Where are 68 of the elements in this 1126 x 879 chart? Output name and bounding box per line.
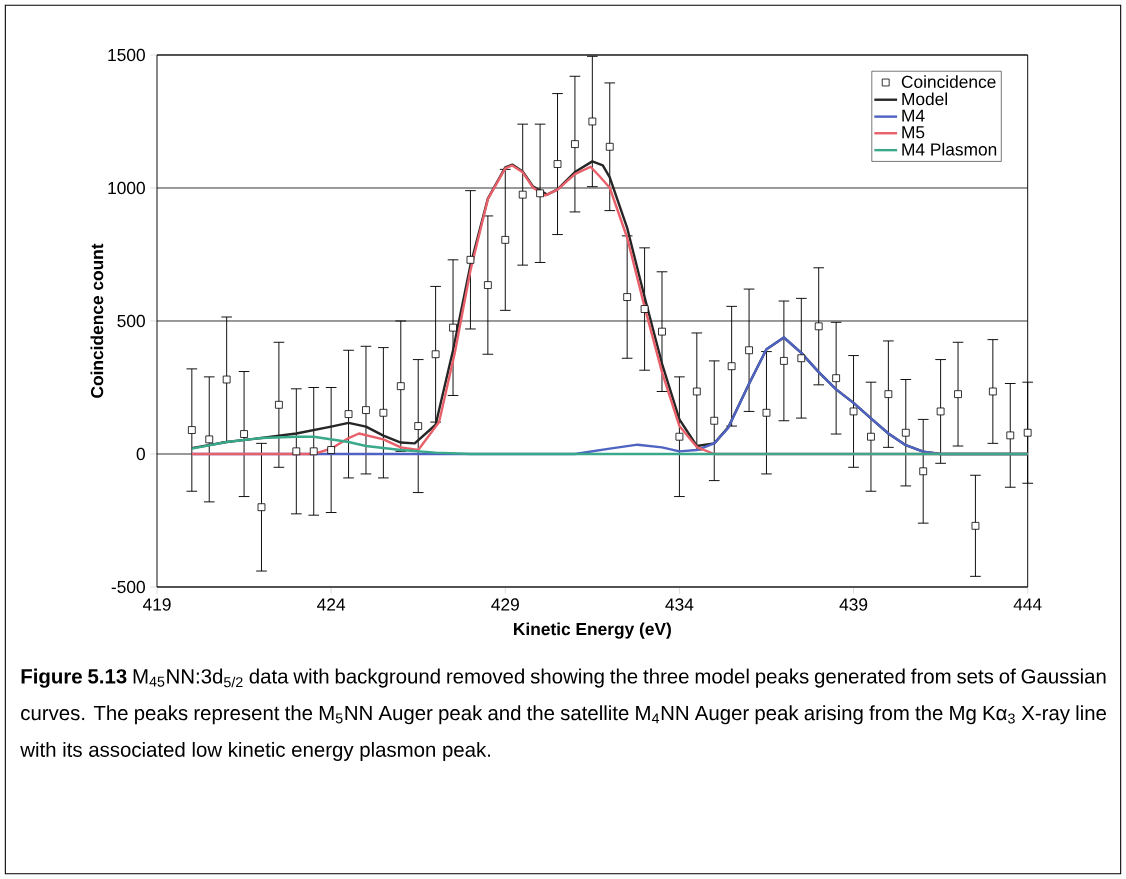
point — [849, 407, 858, 416]
point — [571, 140, 579, 148]
point — [640, 305, 649, 313]
point — [797, 354, 806, 363]
x-tick-label: 429 — [491, 598, 519, 611]
point — [379, 408, 388, 417]
point — [780, 357, 788, 365]
x-tick-label: 434 — [665, 598, 694, 611]
point — [588, 117, 597, 126]
point — [692, 387, 701, 396]
point — [901, 428, 910, 437]
point — [832, 374, 840, 383]
point — [988, 387, 997, 396]
point — [1006, 431, 1015, 440]
y-axis-title: Coincidence count — [90, 243, 104, 398]
legend-label: Coincidence — [901, 75, 996, 88]
point — [745, 346, 753, 355]
x-axis-title: Kinetic Energy (eV) — [514, 622, 671, 639]
point — [919, 467, 928, 476]
point — [762, 408, 771, 417]
legend-label: M5 — [902, 126, 925, 139]
point — [727, 362, 736, 371]
x-tick-label: 439 — [839, 598, 868, 611]
point — [954, 390, 962, 399]
y-tick-label: 1000 — [108, 181, 145, 195]
point — [466, 255, 475, 264]
point — [971, 521, 980, 530]
point — [240, 430, 248, 438]
point — [675, 432, 684, 441]
x-tick-label: 424 — [317, 598, 346, 611]
point — [658, 327, 666, 336]
point — [710, 416, 719, 425]
point — [449, 323, 457, 332]
point — [936, 407, 945, 416]
y-tick-label: -500 — [111, 580, 145, 594]
legend-label: M4 — [902, 109, 925, 122]
legend-label: M4 Plasmon — [902, 142, 997, 156]
point — [292, 447, 301, 456]
point — [362, 406, 370, 414]
y-tick-label: 0 — [136, 447, 145, 461]
point — [501, 236, 510, 244]
point — [257, 503, 266, 512]
point — [553, 160, 562, 168]
point — [867, 432, 875, 441]
point — [205, 435, 214, 444]
point — [884, 390, 893, 399]
y-tick-label: 500 — [117, 314, 145, 328]
point — [431, 350, 440, 359]
point — [414, 422, 423, 430]
point — [222, 375, 231, 384]
x-tick-label: 444 — [1013, 598, 1042, 611]
point — [309, 447, 318, 456]
point — [396, 382, 405, 391]
point — [518, 190, 527, 199]
point — [275, 400, 283, 409]
point — [1023, 428, 1032, 437]
point — [344, 410, 353, 418]
point — [623, 293, 632, 301]
y-tick-label: 1500 — [108, 48, 145, 62]
point — [814, 322, 823, 331]
legend-label: Model — [902, 92, 948, 106]
point — [605, 142, 614, 151]
point — [327, 446, 336, 454]
x-tick-label: 419 — [142, 598, 171, 611]
point — [484, 281, 492, 289]
text: Figure 5.13 M$_{45}$NN:3d$_{5/2}$ data with background removed showing the three model peaks generated from sets of Gaussian curves. The peaks represent the M$_{5}$NN Auger peak and the satellite M$_{4}$NN Auger peak arising from the Mg Kα$_{3}$ X-ray line with its associated low kinetic energy plasmon peak. — [20, 668, 1106, 761]
point — [536, 189, 544, 198]
point — [187, 426, 196, 434]
